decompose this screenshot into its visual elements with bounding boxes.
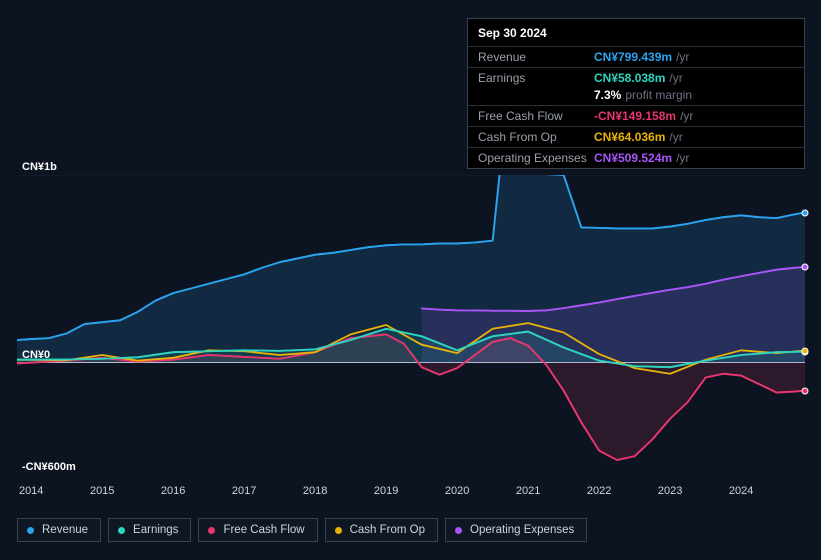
chart-plot bbox=[17, 175, 805, 475]
chart-legend: Revenue Earnings Free Cash Flow Cash From O… bbox=[17, 518, 587, 542]
legend-dot bbox=[455, 527, 462, 534]
tooltip-unit: /yr bbox=[676, 151, 689, 165]
series-end-marker bbox=[802, 347, 809, 354]
tooltip-value: CN¥799.439m bbox=[594, 50, 672, 64]
tooltip-value: CN¥509.524m bbox=[594, 151, 672, 165]
x-axis-label: 2022 bbox=[587, 485, 611, 497]
x-axis-label: 2017 bbox=[232, 485, 256, 497]
legend-dot bbox=[335, 527, 342, 534]
legend-item-operating-expenses[interactable]: Operating Expenses bbox=[445, 518, 587, 542]
chart-area: CN¥1b CN¥0 -CN¥600m bbox=[17, 160, 805, 475]
tooltip-row: Operating ExpensesCN¥509.524m/yr bbox=[468, 147, 804, 168]
legend-label: Free Cash Flow bbox=[223, 524, 304, 536]
legend-item-revenue[interactable]: Revenue bbox=[17, 518, 101, 542]
legend-dot bbox=[27, 527, 34, 534]
legend-label: Revenue bbox=[42, 524, 88, 536]
x-axis: 2014 2015 2016 2017 2018 2019 2020 2021 2022 2023… bbox=[17, 483, 805, 503]
x-axis-label: 2020 bbox=[445, 485, 469, 497]
legend-item-cash-from-op[interactable]: Cash From Op bbox=[325, 518, 438, 542]
series-end-marker bbox=[802, 263, 809, 270]
chart-tooltip: Sep 30 2024 RevenueCN¥799.439m/yrEarning… bbox=[467, 18, 805, 169]
y-axis-label: CN¥0 bbox=[22, 349, 50, 361]
legend-label: Operating Expenses bbox=[470, 524, 574, 536]
tooltip-key: Free Cash Flow bbox=[478, 109, 594, 123]
legend-dot bbox=[118, 527, 125, 534]
legend-item-free-cash-flow[interactable]: Free Cash Flow bbox=[198, 518, 317, 542]
tooltip-row: EarningsCN¥58.038m/yr bbox=[468, 67, 804, 88]
tooltip-row: RevenueCN¥799.439m/yr bbox=[468, 46, 804, 67]
tooltip-unit: /yr bbox=[680, 109, 693, 123]
tooltip-row: Cash From OpCN¥64.036m/yr bbox=[468, 126, 804, 147]
tooltip-row: 7.3% profit margin bbox=[468, 88, 804, 105]
x-axis-label: 2023 bbox=[658, 485, 682, 497]
tooltip-key: Revenue bbox=[478, 50, 594, 64]
tooltip-key: Cash From Op bbox=[478, 130, 594, 144]
series-end-marker bbox=[802, 209, 809, 216]
tooltip-value: CN¥58.038m bbox=[594, 71, 665, 85]
x-axis-label: 2021 bbox=[516, 485, 540, 497]
x-axis-label: 2024 bbox=[729, 485, 753, 497]
x-axis-label: 2014 bbox=[19, 485, 43, 497]
y-axis-label: CN¥1b bbox=[22, 161, 57, 173]
legend-label: Cash From Op bbox=[350, 524, 425, 536]
y-axis-label: -CN¥600m bbox=[22, 461, 76, 473]
legend-dot bbox=[208, 527, 215, 534]
tooltip-row: Free Cash Flow-CN¥149.158m/yr bbox=[468, 105, 804, 126]
tooltip-value: -CN¥149.158m bbox=[594, 109, 676, 123]
tooltip-unit: /yr bbox=[669, 130, 682, 144]
tooltip-value: CN¥64.036m bbox=[594, 130, 665, 144]
legend-item-earnings[interactable]: Earnings bbox=[108, 518, 191, 542]
tooltip-unit: profit margin bbox=[625, 88, 692, 102]
legend-label: Earnings bbox=[133, 524, 178, 536]
tooltip-value: 7.3% bbox=[594, 88, 621, 102]
series-end-marker bbox=[802, 387, 809, 394]
x-axis-label: 2016 bbox=[161, 485, 185, 497]
tooltip-key: Earnings bbox=[478, 71, 594, 85]
tooltip-unit: /yr bbox=[676, 50, 689, 64]
x-axis-label: 2018 bbox=[303, 485, 327, 497]
tooltip-unit: /yr bbox=[669, 71, 682, 85]
tooltip-key: Operating Expenses bbox=[478, 151, 594, 165]
tooltip-date: Sep 30 2024 bbox=[468, 19, 804, 46]
x-axis-label: 2019 bbox=[374, 485, 398, 497]
x-axis-label: 2015 bbox=[90, 485, 114, 497]
